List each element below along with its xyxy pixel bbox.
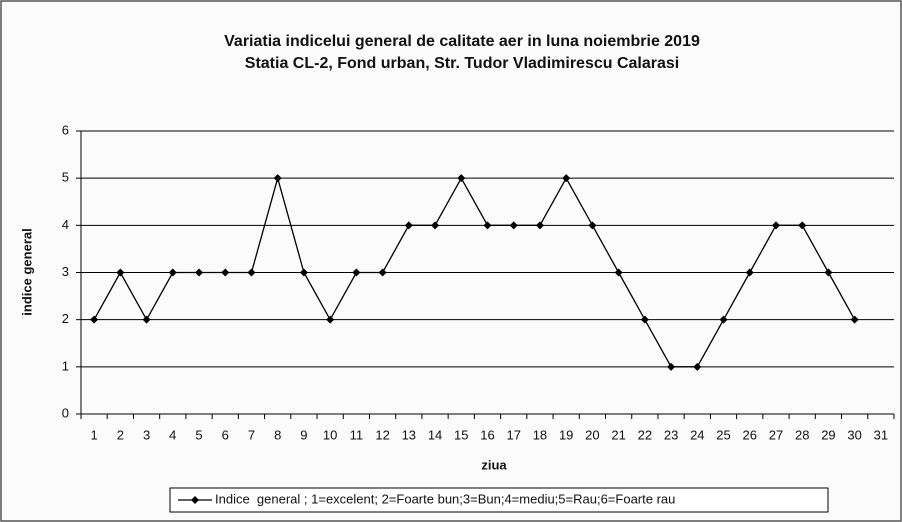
x-tick-label: 22 (638, 427, 652, 442)
data-marker (798, 221, 807, 230)
data-marker (273, 174, 282, 183)
data-marker (142, 315, 151, 324)
legend-label: Indice general ; 1=excelent; 2=Foarte bu… (215, 491, 675, 506)
x-tick-label: 17 (506, 427, 520, 442)
x-tick-label: 29 (821, 427, 835, 442)
x-tick-label: 24 (690, 427, 704, 442)
legend-marker (191, 496, 199, 504)
x-tick-label: 31 (874, 427, 888, 442)
x-tick-label: 1 (90, 427, 97, 442)
data-marker (352, 268, 361, 277)
data-marker (771, 221, 780, 230)
data-marker (640, 315, 649, 324)
x-tick-label: 12 (375, 427, 389, 442)
x-tick-label: 25 (716, 427, 730, 442)
data-marker (719, 315, 728, 324)
data-marker (221, 268, 230, 277)
x-tick-label: 2 (117, 427, 124, 442)
x-tick-label: 11 (350, 427, 364, 442)
x-tick-label: 19 (559, 427, 573, 442)
x-tick-label: 8 (274, 427, 281, 442)
x-tick-label: 10 (323, 427, 337, 442)
data-marker (457, 174, 466, 183)
x-tick-label: 6 (222, 427, 229, 442)
x-tick-label: 23 (664, 427, 678, 442)
chart-title: Variatia indicelui general de calitate a… (224, 33, 700, 50)
data-marker (195, 268, 204, 277)
chart-subtitle: Statia CL-2, Fond urban, Str. Tudor Vlad… (245, 55, 679, 72)
y-tick-label: 6 (62, 122, 69, 137)
data-marker (535, 221, 544, 230)
x-tick-label: 28 (795, 427, 809, 442)
y-tick-label: 5 (62, 170, 69, 185)
x-tick-label: 21 (611, 427, 625, 442)
data-marker (850, 315, 859, 324)
data-marker (483, 221, 492, 230)
x-tick-label: 30 (847, 427, 861, 442)
x-tick-label: 15 (454, 427, 468, 442)
data-marker (588, 221, 597, 230)
x-tick-label: 18 (533, 427, 547, 442)
data-marker (745, 268, 754, 277)
x-axis-label: ziua (481, 457, 507, 472)
data-marker (667, 362, 676, 371)
y-tick-label: 3 (62, 264, 69, 279)
data-marker (247, 268, 256, 277)
y-tick-label: 2 (62, 311, 69, 326)
x-tick-label: 3 (143, 427, 150, 442)
x-tick-label: 5 (195, 427, 202, 442)
data-marker (404, 221, 413, 230)
data-marker (168, 268, 177, 277)
data-marker (431, 221, 440, 230)
data-marker (693, 362, 702, 371)
legend-box (169, 487, 829, 513)
data-marker (326, 315, 335, 324)
y-axis-label: indice general (19, 228, 34, 315)
x-tick-label: 9 (300, 427, 307, 442)
y-tick-label: 4 (62, 217, 69, 232)
data-marker (378, 268, 387, 277)
x-tick-label: 27 (769, 427, 783, 442)
data-marker (90, 315, 99, 324)
x-tick-label: 7 (248, 427, 255, 442)
data-line (93, 175, 856, 368)
data-marker (509, 221, 518, 230)
data-marker (824, 268, 833, 277)
x-tick-label: 20 (585, 427, 599, 442)
x-tick-label: 16 (480, 427, 494, 442)
data-marker (614, 268, 623, 277)
x-tick-label: 14 (428, 427, 442, 442)
x-tick-label: 26 (743, 427, 757, 442)
y-tick-label: 0 (62, 405, 69, 420)
data-marker (299, 268, 308, 277)
data-marker (562, 174, 571, 183)
data-marker (116, 268, 125, 277)
y-tick-label: 1 (62, 358, 69, 373)
x-tick-label: 4 (169, 427, 176, 442)
x-tick-label: 13 (402, 427, 416, 442)
